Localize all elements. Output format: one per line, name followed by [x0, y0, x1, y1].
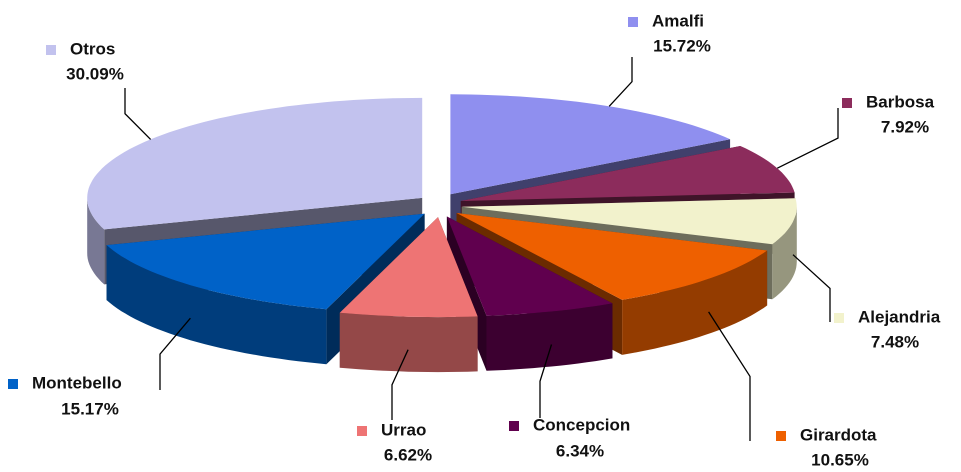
leader-line: [708, 311, 751, 441]
leader-line: [124, 88, 152, 140]
leader-line: [777, 108, 839, 169]
leader-line: [391, 349, 409, 420]
legend-swatch: [8, 379, 18, 389]
slice-top: [461, 198, 797, 245]
slice-label: Montebello: [32, 373, 122, 392]
slice-outer-wall: [106, 245, 327, 365]
leader-line: [539, 344, 553, 418]
legend-swatch: [834, 313, 844, 323]
legend-swatch: [776, 431, 786, 441]
legend-swatch: [46, 45, 56, 55]
slice-label: Alejandria: [858, 307, 941, 326]
slice-label: Girardota: [800, 425, 877, 444]
slice-value: 6.62%: [384, 445, 432, 464]
slice-top: [339, 217, 478, 318]
leader-line: [159, 317, 191, 390]
leader-line: [792, 254, 831, 322]
slice-value: 15.72%: [653, 36, 711, 55]
slice-top: [450, 94, 731, 195]
slice-top: [446, 216, 613, 316]
slice-top: [460, 146, 795, 201]
slice-value: 7.48%: [871, 332, 919, 351]
legend-swatch: [509, 421, 519, 431]
slice-label: Concepcion: [533, 415, 630, 434]
legend-swatch: [628, 17, 638, 27]
slice-label: Barbosa: [866, 92, 935, 111]
slice-value: 15.17%: [61, 399, 119, 418]
slice-value: 7.92%: [881, 117, 929, 136]
slice-label: Amalfi: [652, 11, 704, 30]
legend-swatch: [842, 98, 852, 108]
slice-top: [456, 213, 768, 300]
slice-label: Urrao: [381, 420, 426, 439]
slice-top: [87, 97, 423, 230]
slice-outer-wall: [339, 312, 478, 373]
slice-value: 30.09%: [66, 64, 124, 83]
slice-value: 6.34%: [556, 441, 604, 460]
slice-outer-wall: [772, 206, 797, 300]
legend-swatch: [357, 426, 367, 436]
slice-outer-wall: [486, 303, 613, 371]
slice-value: 10.65%: [811, 450, 869, 469]
leader-line: [608, 57, 633, 107]
slice-top: [106, 213, 425, 310]
slice-outer-wall: [622, 250, 768, 355]
slice: [339, 217, 478, 373]
slice-outer-wall: [87, 197, 105, 285]
slice-label: Otros: [70, 39, 115, 58]
